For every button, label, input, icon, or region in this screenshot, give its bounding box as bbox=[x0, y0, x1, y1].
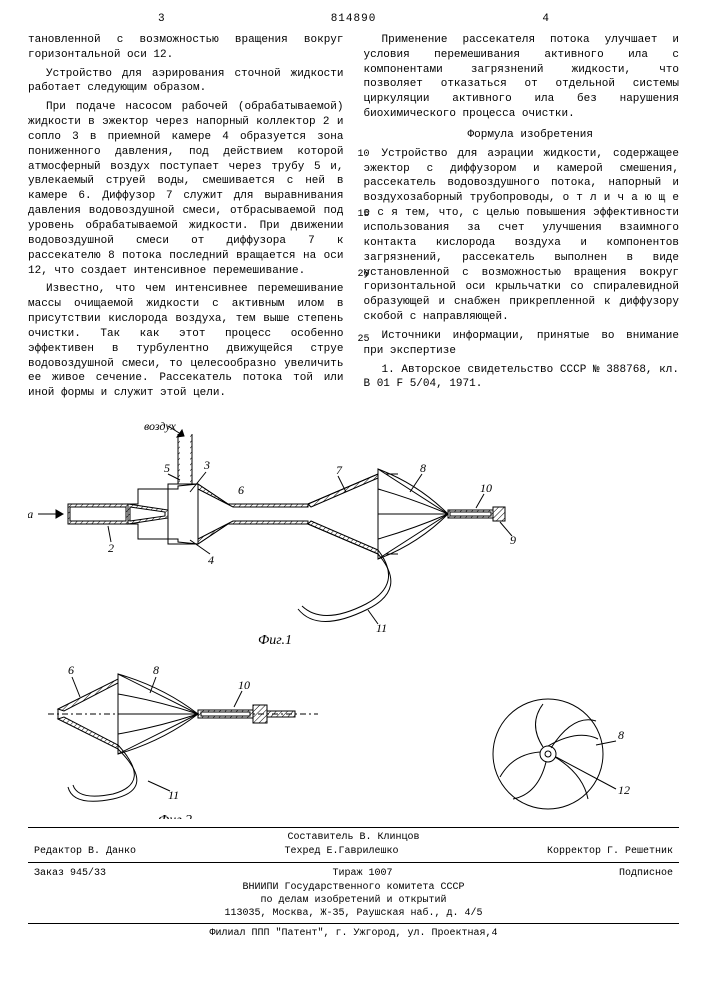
footer-org2: по делам изобретений и открытий bbox=[28, 894, 679, 907]
footer-compiler: Составитель В. Клинцов bbox=[28, 831, 679, 844]
svg-text:Фиг.1: Фиг.1 bbox=[258, 633, 292, 648]
svg-text:воздух: воздух bbox=[144, 419, 176, 433]
footer-subscr: Подписное bbox=[619, 867, 673, 880]
left-p2: Устройство для аэрирования сточной жидко… bbox=[28, 67, 344, 97]
left-p1: тановленной с возможностью вращения вокр… bbox=[28, 33, 344, 63]
right-p1: Применение рассекателя потока улучшает и… bbox=[364, 33, 680, 122]
svg-text:10: 10 bbox=[238, 678, 250, 692]
left-p3: При подаче насосом рабочей (обрабатываем… bbox=[28, 100, 344, 278]
svg-text:6: 6 bbox=[238, 483, 244, 497]
svg-text:8: 8 bbox=[618, 728, 624, 742]
footer-tiraz: Тираж 1007 bbox=[332, 867, 392, 880]
svg-text:11: 11 bbox=[168, 788, 179, 802]
formula-title: Формула изобретения bbox=[364, 128, 680, 143]
footer-editor: Редактор В. Данко bbox=[34, 845, 136, 858]
fig3: 8 12 Фиг.3 bbox=[493, 699, 630, 819]
svg-text:8: 8 bbox=[420, 461, 426, 475]
svg-text:7: 7 bbox=[336, 463, 343, 477]
figures-svg: воздух Вода 2 5 3 6 4 7 8 10 9 11 Фиг.1 bbox=[28, 419, 679, 819]
sources-title: Источники информации, принятые во вниман… bbox=[364, 329, 680, 359]
page-numbers: 3 814890 4 bbox=[28, 12, 679, 27]
ejector-body bbox=[68, 474, 398, 554]
svg-text:12: 12 bbox=[618, 783, 630, 797]
svg-text:Вода: Вода bbox=[28, 507, 33, 521]
svg-text:4: 4 bbox=[208, 553, 214, 567]
footer-techred: Техред Е.Гаврилешко bbox=[284, 845, 398, 858]
page-num-right: 4 bbox=[376, 12, 679, 27]
svg-text:3: 3 bbox=[203, 458, 210, 472]
formula-body: Устройство для аэрации жидкости, содержа… bbox=[364, 147, 680, 325]
fig1: воздух Вода 2 5 3 6 4 7 8 10 9 11 Фиг.1 bbox=[28, 419, 516, 648]
svg-text:6: 6 bbox=[68, 663, 74, 677]
left-column: тановленной с возможностью вращения вокр… bbox=[28, 33, 344, 405]
page-num-left: 3 bbox=[28, 12, 331, 27]
footer-order: Заказ 945/33 bbox=[34, 867, 106, 880]
patent-number: 814890 bbox=[331, 12, 377, 27]
footer-addr1: 113035, Москва, Ж-35, Раушская наб., д. … bbox=[28, 907, 679, 920]
footer-org1: ВНИИПИ Государственного комитета СССР bbox=[28, 881, 679, 894]
fig2: 6 8 10 11 Фиг.2 bbox=[48, 663, 318, 819]
page: 3 814890 4 тановленной с возможностью вр… bbox=[0, 0, 707, 948]
svg-text:Фиг.2: Фиг.2 bbox=[158, 813, 192, 819]
svg-text:10: 10 bbox=[480, 481, 492, 495]
left-p4: Известно, что чем интенсивнее перемешива… bbox=[28, 282, 344, 401]
text-columns: тановленной с возможностью вращения вокр… bbox=[28, 33, 679, 405]
svg-text:5: 5 bbox=[164, 461, 170, 475]
footer: Составитель В. Клинцов Редактор В. Данко… bbox=[28, 827, 679, 940]
svg-text:8: 8 bbox=[153, 663, 159, 677]
air-pipe bbox=[178, 434, 192, 484]
footer-branch: Филиал ППП "Патент", г. Ужгород, ул. Про… bbox=[28, 927, 679, 940]
footer-corrector: Корректор Г. Решетник bbox=[547, 845, 673, 858]
figures: воздух Вода 2 5 3 6 4 7 8 10 9 11 Фиг.1 bbox=[28, 419, 679, 819]
sources-body: 1. Авторское свидетельство СССР № 388768… bbox=[364, 363, 680, 393]
right-column: Применение рассекателя потока улучшает и… bbox=[364, 33, 680, 405]
svg-text:2: 2 bbox=[108, 541, 114, 555]
